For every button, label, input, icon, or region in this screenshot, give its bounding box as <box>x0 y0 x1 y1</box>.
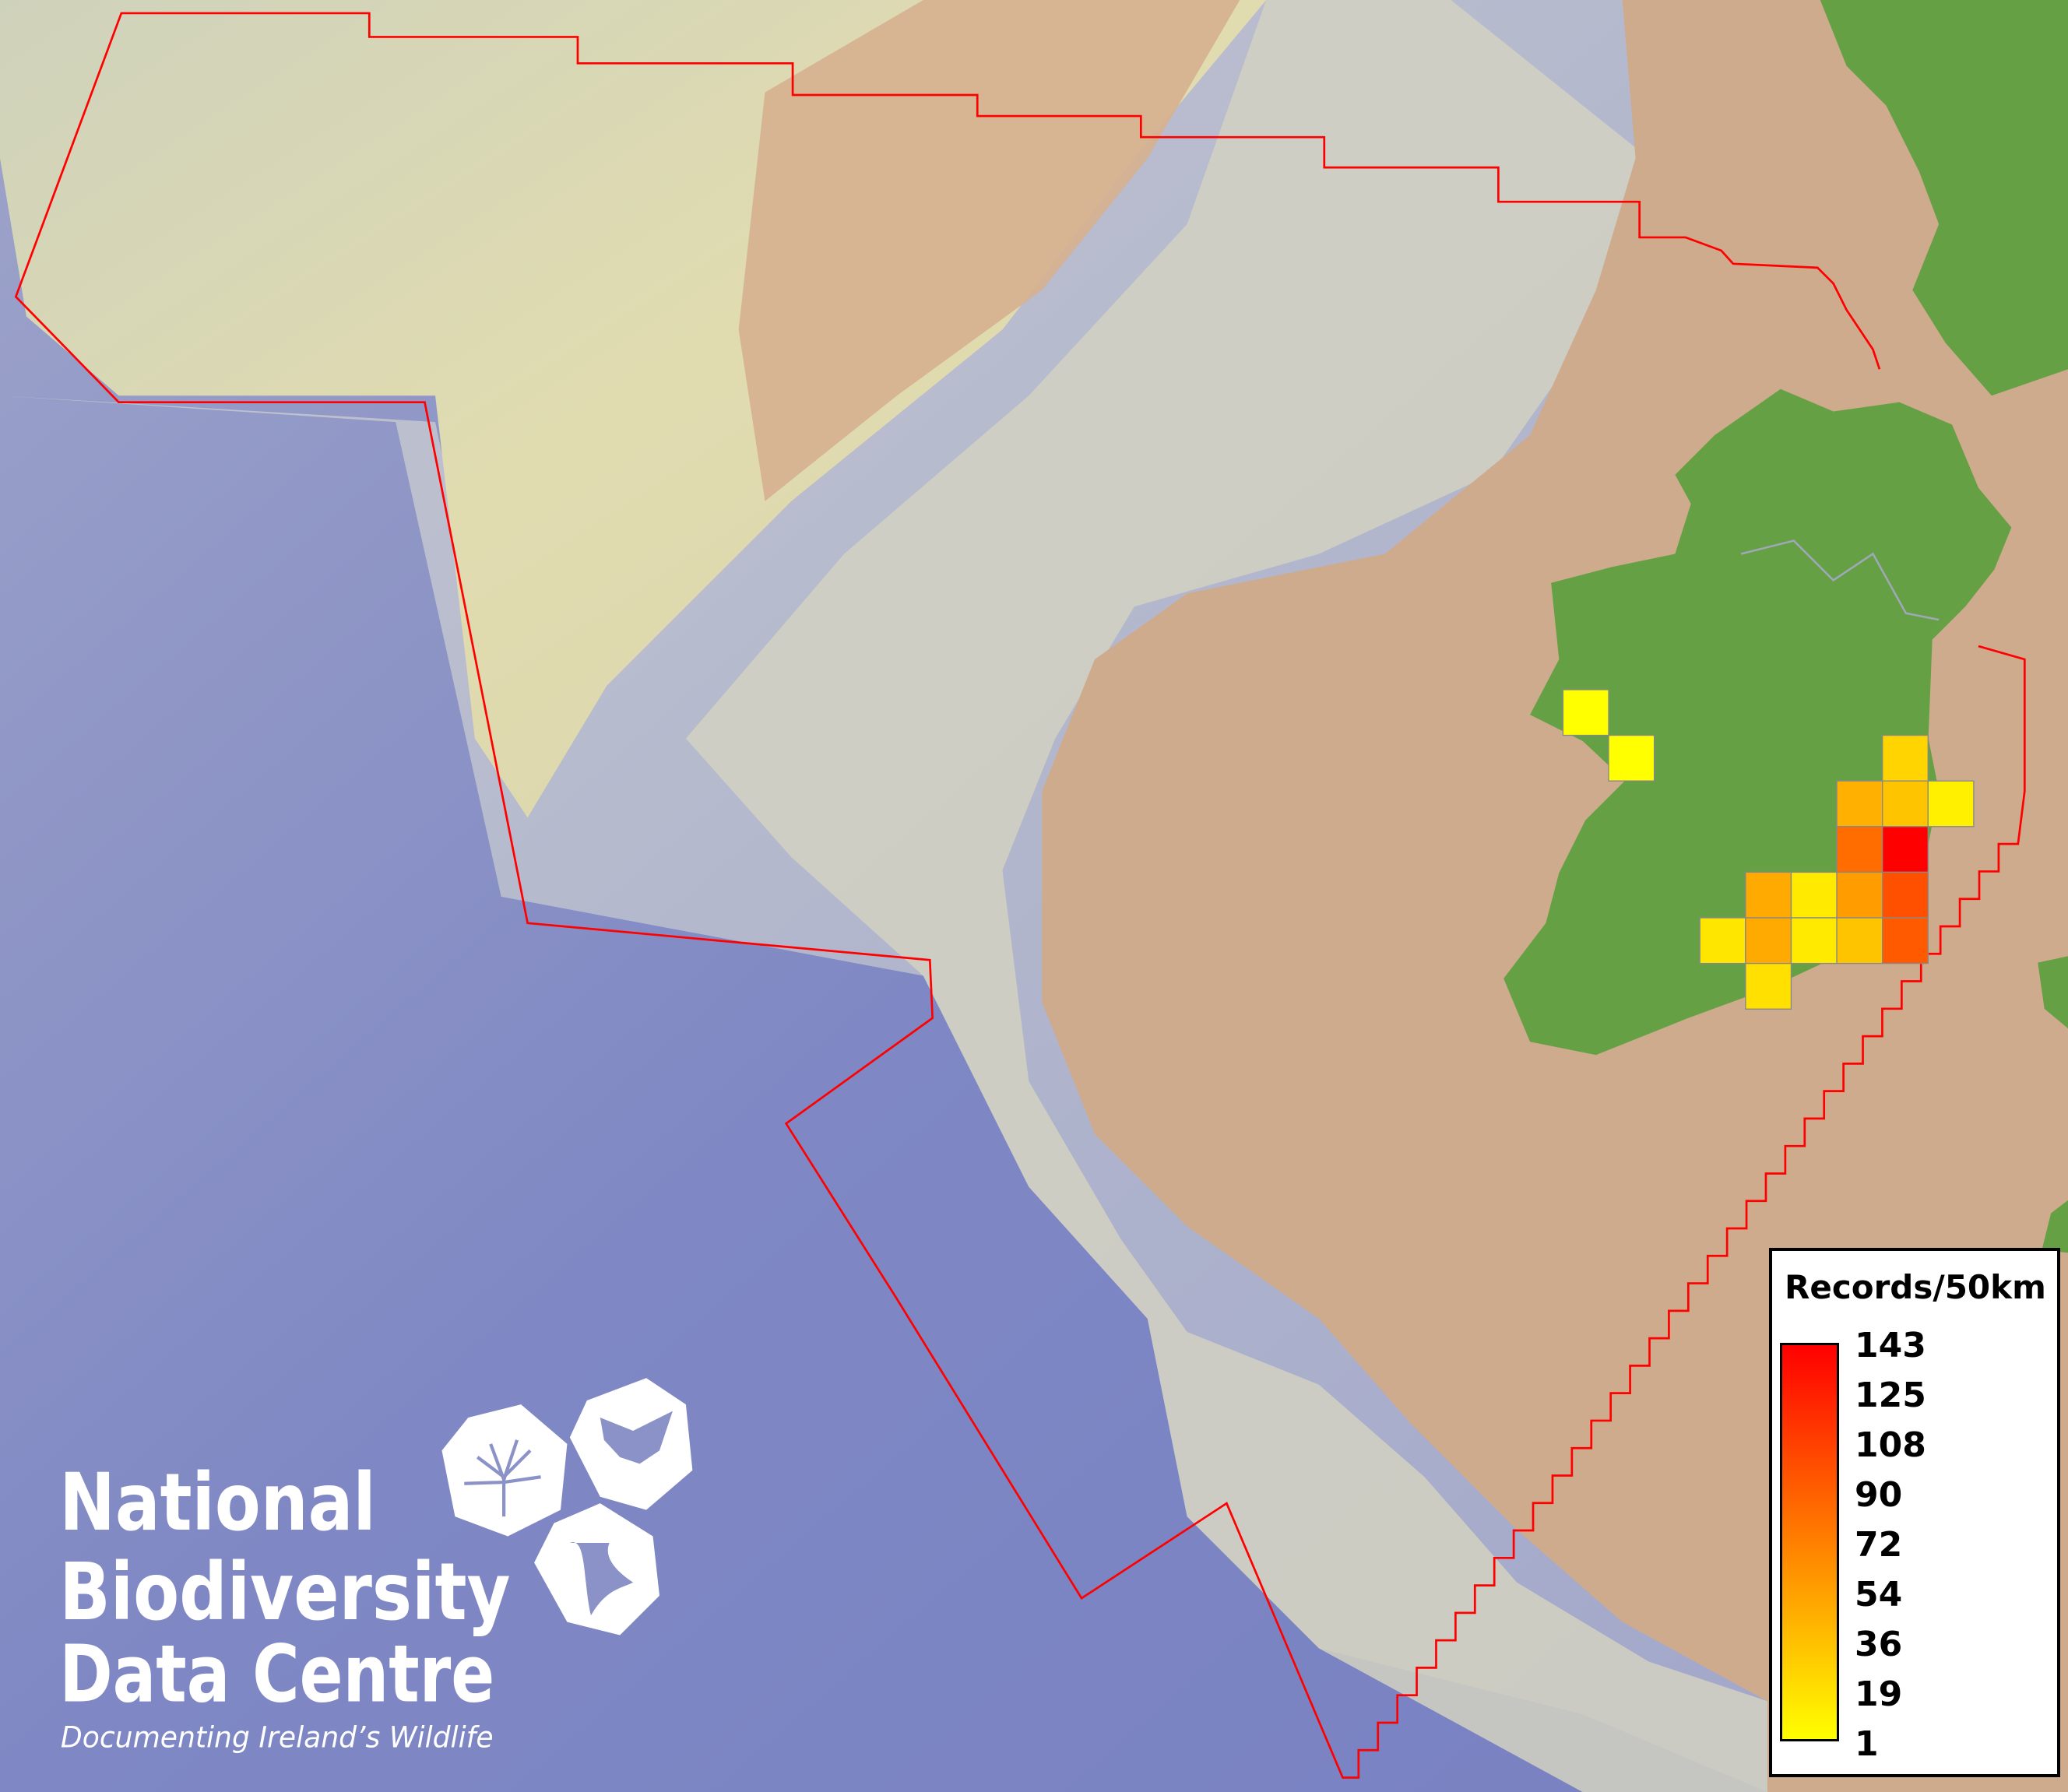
grid-cell <box>1881 917 1929 965</box>
land-wales <box>2038 956 2068 1029</box>
land-scotland <box>1820 0 2068 396</box>
grid-cell <box>1699 917 1746 965</box>
grid-cell <box>1881 780 1929 827</box>
grid-cell <box>1608 734 1655 782</box>
grid-cell <box>1745 917 1792 965</box>
tree-icon <box>441 1404 568 1537</box>
grid-cell <box>1881 871 1929 919</box>
land-cornwall <box>2042 1200 2068 1253</box>
legend-label: 72 <box>1855 1525 1903 1565</box>
grid-cell <box>1836 780 1883 827</box>
legend-label: 90 <box>1855 1475 1903 1515</box>
province-border <box>1740 539 1940 621</box>
legend-label: 143 <box>1855 1326 1926 1365</box>
grid-cell <box>1562 689 1609 736</box>
legend-label: 36 <box>1855 1625 1903 1664</box>
logo-line-3: Data Centre <box>59 1628 494 1720</box>
grid-cell <box>1836 871 1883 919</box>
grid-cell <box>1745 871 1792 919</box>
legend-label: 108 <box>1855 1425 1926 1465</box>
shelf-tan-upper <box>738 0 1240 501</box>
grid-cell <box>1790 871 1838 919</box>
legend-title: Records/50km <box>1785 1268 2046 1306</box>
logo-tagline: Documenting Ireland’s Wildlife <box>61 1720 494 1755</box>
grid-cell <box>1881 734 1929 782</box>
logo-line-2: Biodiversity <box>59 1546 510 1638</box>
grid-cell <box>1836 826 1883 873</box>
ndbc-logo: National Biodiversity Data Centre Docume… <box>59 1378 693 1755</box>
grid-cell <box>1927 780 1975 827</box>
grid-cell <box>1745 962 1792 1010</box>
legend-label: 54 <box>1855 1575 1903 1615</box>
logo-line-1: National <box>59 1456 376 1548</box>
butterfly-icon <box>569 1378 693 1510</box>
grid-cell <box>1881 826 1929 873</box>
legend-label: 1 <box>1855 1724 1879 1764</box>
boundary-line <box>14 12 2026 1779</box>
seahorse-icon <box>534 1503 659 1636</box>
grid-cell <box>1790 917 1838 965</box>
record-grid <box>1562 689 1975 1010</box>
shelf-mid <box>685 0 1767 1792</box>
color-bar <box>1780 1343 1839 1741</box>
legend: Records/50km 143 125 108 90 72 54 36 19 1 <box>1769 1248 2060 1777</box>
grid-cell <box>1836 917 1883 965</box>
legend-label: 19 <box>1855 1674 1903 1714</box>
legend-label: 125 <box>1855 1376 1926 1415</box>
